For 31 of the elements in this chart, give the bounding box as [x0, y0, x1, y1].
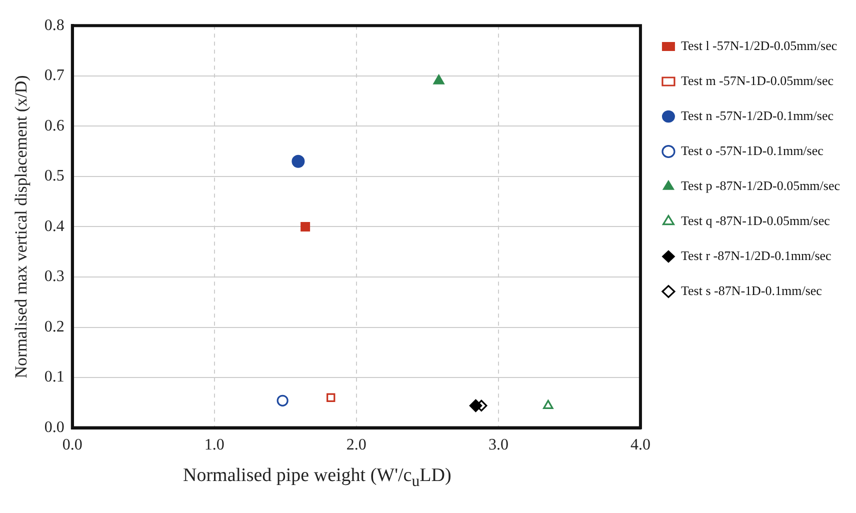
legend-label: Test q -87N-1D-0.05mm/sec	[680, 212, 830, 228]
y-tick-label: 0.6	[44, 117, 64, 134]
legend-label: Test n -57N-1/2D-0.1mm/sec	[680, 108, 834, 123]
point	[276, 394, 288, 406]
x-tick-label: 3.0	[488, 436, 508, 454]
y-tick-label: 0.1	[44, 368, 64, 386]
y-tick-label: 0.8	[44, 16, 64, 34]
point	[292, 154, 305, 168]
legend-label: Test s -87N-1D-0.1mm/sec	[680, 282, 822, 298]
x-tick-label: 2.0	[346, 436, 366, 454]
x-tick-label: 1.0	[204, 436, 224, 454]
x-tick-label: 0.0	[62, 436, 82, 454]
point	[469, 399, 482, 412]
x-axis-title: Normalised pipe weight (W'/c$_{u}$LD)	[182, 465, 452, 491]
y-tick-label: 0.7	[44, 67, 64, 84]
legend-label: Test r -87N-1/2D-0.1mm/sec	[680, 248, 832, 263]
y-tick-label: 0.5	[44, 168, 64, 185]
y-axis-title: Normalised max vertical displacement (x/D)	[12, 75, 31, 378]
legend-label: Test m -57N-1D-0.05mm/sec	[680, 72, 834, 88]
y-tick-label: 0.2	[44, 318, 64, 336]
y-tick-label: 0.3	[44, 268, 64, 286]
point	[300, 222, 310, 232]
y-tick-label: 0.4	[44, 218, 64, 235]
point	[326, 393, 336, 402]
y-tick-label: 0.0	[44, 419, 64, 436]
x-tick-label: 4.0	[630, 436, 650, 454]
legend-label: Test l -57N-1/2D-0.05mm/sec	[680, 38, 838, 53]
legend-label: Test o -57N-1D-0.1mm/sec	[680, 142, 824, 158]
point	[433, 74, 444, 84]
point	[543, 400, 554, 409]
legend-label: Test p -87N-1/2D-0.05mm/sec	[680, 178, 840, 193]
